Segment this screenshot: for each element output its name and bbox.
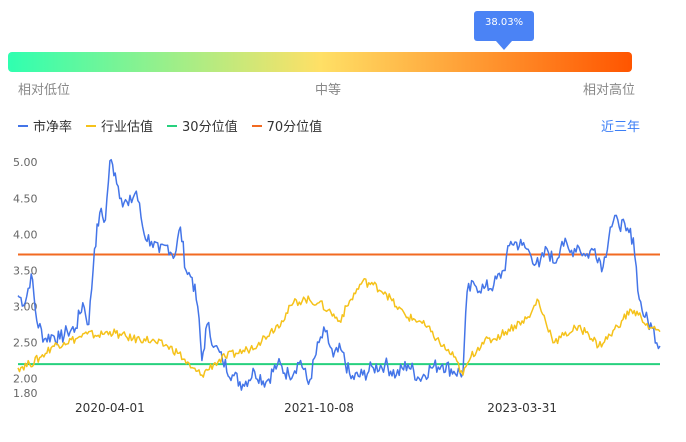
x-tick-label: 2023-03-31 — [487, 401, 557, 415]
legend-item-p70[interactable]: 70分位值 — [251, 116, 323, 135]
y-tick-label: 2.50 — [13, 337, 38, 350]
percentile-gauge — [8, 52, 632, 72]
legend-item-pb[interactable]: 市净率 — [18, 116, 72, 135]
series-line-0 — [17, 158, 661, 391]
legend-swatch-p70 — [251, 124, 262, 127]
y-tick-label: 2.00 — [13, 373, 38, 386]
y-tick-label: 3.50 — [13, 264, 38, 277]
range-selector-3y[interactable]: 近三年 — [600, 120, 640, 135]
y-tick-label: 5.00 — [13, 156, 38, 169]
legend-item-industry[interactable]: 行业估值 — [86, 116, 153, 135]
legend-swatch-pb — [18, 124, 28, 127]
x-tick-label: 2021-10-08 — [284, 401, 354, 415]
chart-legend: 市净率 行业估值 30分位值 70分位值 — [18, 116, 322, 135]
gauge-high-label: 相对高位 — [583, 83, 636, 98]
legend-item-p30[interactable]: 30分位值 — [167, 116, 238, 135]
series-line-1 — [17, 277, 661, 378]
y-tick-label: 1.80 — [13, 387, 38, 400]
percentile-value: 38.03% — [485, 17, 524, 28]
gauge-gradient-bar — [8, 52, 632, 72]
percentile-tooltip: 38.03% — [474, 11, 535, 41]
legend-swatch-industry — [86, 124, 97, 127]
legend-label-p30: 30分位值 — [182, 120, 238, 135]
gauge-low-label: 相对低位 — [18, 83, 71, 98]
y-tick-label: 3.00 — [13, 300, 38, 313]
y-tick-label: 4.50 — [13, 192, 38, 205]
legend-swatch-p30 — [167, 124, 178, 127]
x-tick-label: 2020-04-01 — [75, 401, 145, 415]
legend-label-industry: 行业估值 — [101, 120, 154, 135]
gauge-mid-label: 中等 — [315, 83, 342, 98]
y-tick-label: 4.00 — [13, 228, 38, 241]
legend-label-p70: 70分位值 — [266, 120, 323, 135]
legend-label-pb: 市净率 — [33, 120, 73, 135]
percentile-pointer — [496, 41, 513, 50]
